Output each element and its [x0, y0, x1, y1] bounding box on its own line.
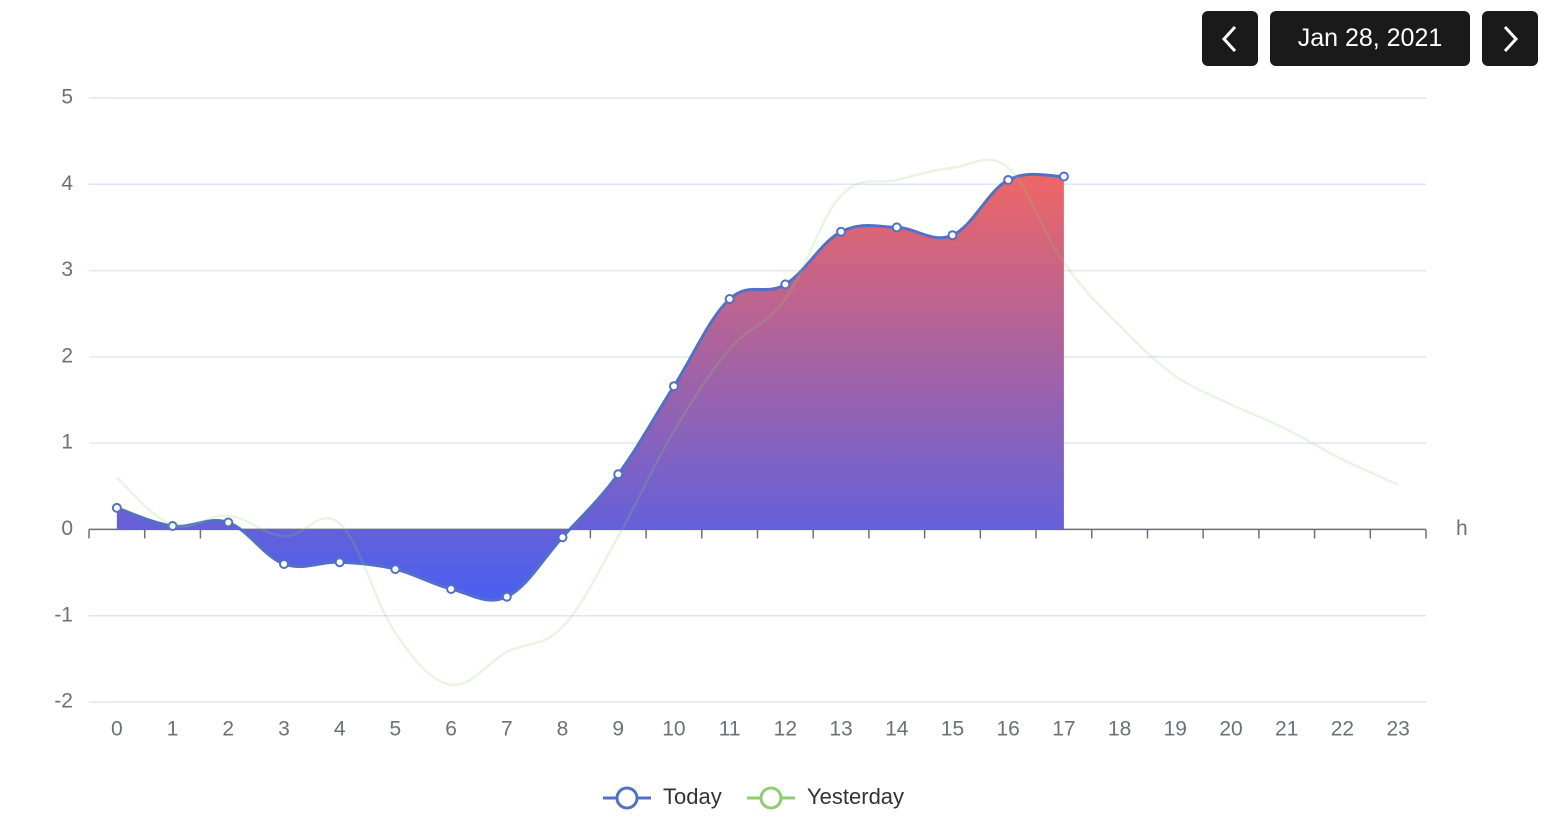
x-tick-label: 4 [334, 718, 346, 741]
y-tick-label: 2 [61, 344, 73, 367]
x-tick-label: 19 [1164, 718, 1187, 741]
y-tick-label: -2 [54, 690, 73, 713]
y-tick-label: 1 [61, 431, 73, 454]
point [278, 558, 289, 569]
line [116, 158, 1399, 687]
point [613, 469, 624, 480]
x-tick-label: 20 [1219, 718, 1242, 741]
x-tick-label: 9 [612, 718, 624, 741]
x-tick-label: 0 [111, 718, 123, 741]
date-button[interactable]: Jan 28, 2021 [1270, 11, 1470, 66]
x-tick-label: 18 [1108, 718, 1131, 741]
y-tick-label: 3 [61, 258, 73, 281]
point [1003, 174, 1014, 185]
point [947, 230, 958, 241]
x-tick-label: 7 [501, 718, 513, 741]
x-tick-label: 21 [1275, 718, 1298, 741]
x-tick-label: 11 [719, 718, 741, 741]
point [390, 564, 401, 575]
x-tick-label: 23 [1386, 718, 1409, 741]
x-tick-label: 1 [167, 718, 179, 741]
point [334, 557, 345, 568]
point [668, 381, 679, 392]
legend-label: Yesterday [807, 784, 904, 809]
point [780, 279, 791, 290]
point [223, 517, 234, 528]
x-tick-label: 6 [445, 718, 457, 741]
next-day-button[interactable] [1482, 11, 1538, 66]
x-tick-label: 8 [557, 718, 569, 741]
x-tick-label: 22 [1331, 718, 1354, 741]
point [724, 294, 735, 305]
y-tick-label: 5 [61, 86, 73, 109]
x-tick-label: 15 [941, 718, 964, 741]
legend-icon-circle [759, 786, 783, 810]
point [167, 520, 178, 531]
chevron-left [1221, 25, 1237, 52]
point [891, 222, 902, 233]
legend-label: Today [663, 784, 722, 809]
x-tick-label: 14 [885, 718, 909, 741]
point [501, 591, 512, 602]
x-tick-label: 13 [829, 718, 852, 741]
x-axis-label: h [1456, 517, 1468, 540]
point [836, 226, 847, 237]
y-tick-label: -1 [54, 603, 73, 626]
y-tick-label: 0 [61, 517, 73, 540]
x-tick-label: 5 [390, 718, 402, 741]
x-tick-label: 3 [278, 718, 290, 741]
x-tick-label: 12 [774, 718, 797, 741]
x-tick-label: 17 [1052, 718, 1075, 741]
x-tick-label: 2 [222, 718, 234, 741]
point [1058, 171, 1069, 182]
prev-day-button[interactable] [1202, 11, 1258, 66]
area [116, 174, 1064, 601]
legend-icon-circle [615, 786, 639, 810]
point [557, 532, 568, 543]
chevron-right [1503, 25, 1519, 52]
point [111, 502, 122, 513]
x-tick-label: 10 [662, 718, 685, 741]
point [446, 583, 457, 594]
x-tick-label: 16 [997, 718, 1020, 741]
y-tick-label: 4 [61, 172, 73, 195]
